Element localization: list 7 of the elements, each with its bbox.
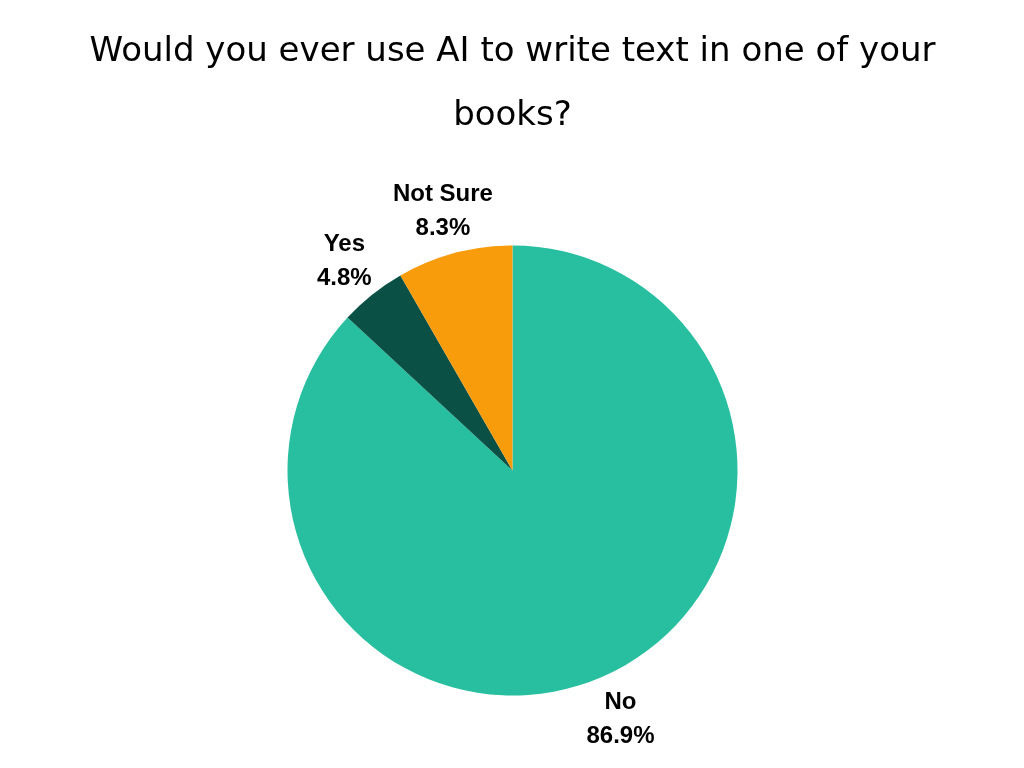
- slice-label: Not Sure: [392, 179, 493, 207]
- data-label: 4.8%: [317, 262, 372, 290]
- data-label: 8.3%: [415, 213, 471, 241]
- data-label: 86.9%: [586, 721, 655, 749]
- slice-label: Yes: [323, 228, 366, 256]
- chart-title: Would you ever use AI to write text in one of your books?: [89, 28, 936, 133]
- slice-label: No: [604, 687, 637, 715]
